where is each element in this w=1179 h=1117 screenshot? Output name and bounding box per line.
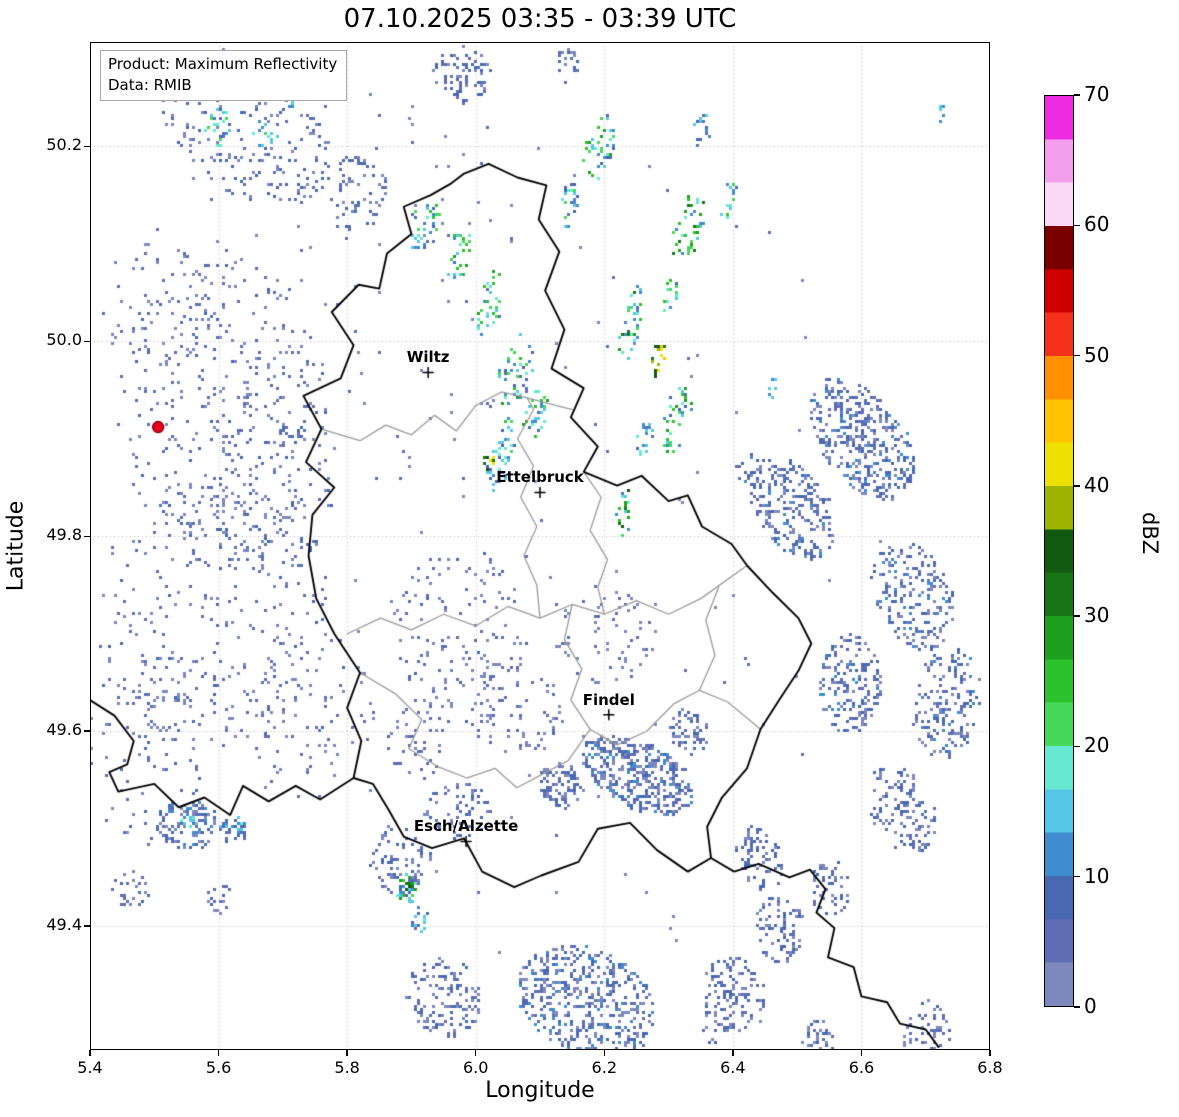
colorbar-tick-label: 20 (1084, 733, 1110, 758)
colorbar-tick-label: 30 (1084, 603, 1110, 628)
x-tick-label: 6.6 (848, 1058, 875, 1077)
radar-map-canvas (90, 42, 990, 1050)
x-tick-mark (217, 1050, 220, 1056)
x-tick-mark (89, 1050, 91, 1056)
product-info-box: Product: Maximum Reflectivity Data: RMIB (100, 50, 348, 101)
x-tick-mark (732, 1050, 734, 1056)
data-source-line: Data: RMIB (108, 76, 192, 94)
y-tick-label: 49.8 (46, 525, 82, 545)
y-tick-label: 49.4 (46, 915, 82, 935)
city-label-ettelbruck: Ettelbruck (496, 468, 584, 487)
city-label-esch-alzette: Esch/Alzette (413, 817, 519, 836)
y-tick-mark (84, 340, 90, 343)
x-tick-label: 6.4 (720, 1058, 746, 1077)
colorbar (1044, 95, 1074, 1007)
colorbar-tick-mark (1074, 94, 1080, 96)
colorbar-label: dBZ (1138, 512, 1162, 555)
y-tick-label: 50.2 (46, 135, 82, 155)
colorbar-tick-label: 0 (1084, 994, 1097, 1018)
x-tick-label: 5.8 (334, 1058, 360, 1077)
x-tick-label: 6.0 (462, 1058, 489, 1077)
figure-title: 07.10.2025 03:35 - 03:39 UTC (343, 4, 737, 34)
city-label-findel: Findel (582, 690, 635, 709)
city-label-wiltz: Wiltz (406, 348, 450, 367)
y-tick-mark (84, 730, 90, 732)
x-tick-mark (603, 1050, 606, 1056)
colorbar-tick-label: 70 (1084, 82, 1110, 106)
colorbar-tick-label: 10 (1084, 863, 1110, 888)
x-tick-mark (989, 1050, 991, 1056)
y-tick-mark (84, 145, 90, 148)
map-plot (90, 42, 990, 1050)
colorbar-tick-mark (1074, 615, 1080, 617)
colorbar-tick-mark (1074, 354, 1080, 357)
colorbar-tick-mark (1074, 485, 1080, 487)
x-tick-mark (474, 1050, 477, 1056)
colorbar-tick-label: 60 (1084, 212, 1110, 237)
y-tick-label: 50.0 (46, 330, 82, 350)
x-tick-label: 5.6 (205, 1058, 232, 1077)
x-tick-label: 6.2 (591, 1058, 618, 1077)
product-line: Product: Maximum Reflectivity (108, 55, 338, 73)
colorbar-tick-label: 50 (1084, 342, 1110, 367)
colorbar-tick-label: 40 (1084, 472, 1110, 497)
x-tick-label: 5.4 (77, 1058, 103, 1077)
x-tick-mark (860, 1050, 863, 1056)
colorbar-tick-mark (1074, 224, 1080, 227)
colorbar-tick-mark (1074, 1006, 1080, 1008)
x-tick-label: 6.8 (977, 1058, 1003, 1077)
colorbar-tick-mark (1074, 875, 1080, 878)
y-axis-label: Latitude (3, 500, 29, 592)
y-tick-mark (84, 535, 90, 537)
colorbar-tick-mark (1074, 745, 1080, 748)
x-tick-mark (346, 1050, 348, 1056)
colorbar-gradient (1045, 96, 1073, 1006)
y-tick-label: 49.6 (46, 720, 82, 740)
x-axis-label: Longitude (485, 1078, 595, 1103)
y-tick-mark (84, 925, 90, 927)
